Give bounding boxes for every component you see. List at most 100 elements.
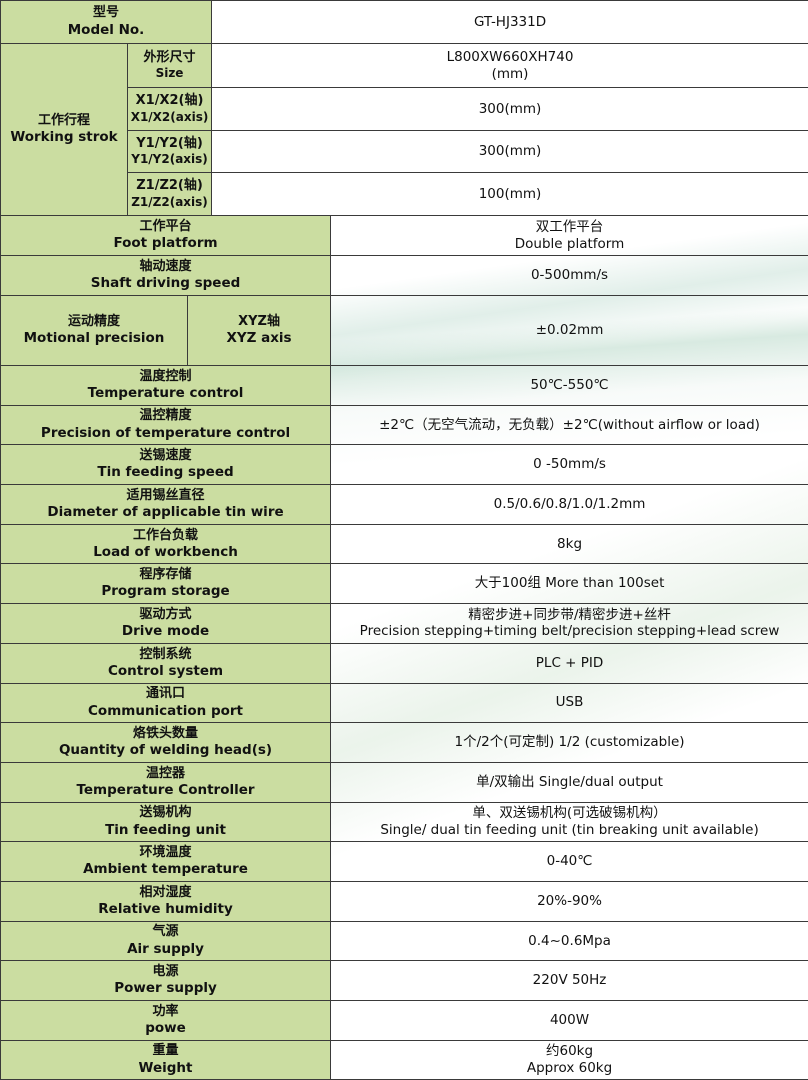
label-cell: 相对湿度 Relative humidity xyxy=(0,880,332,922)
table-row: 工作平台 Foot platform 双工作平台 Double platform xyxy=(0,215,808,256)
label-en: Power supply xyxy=(114,980,217,997)
table-row: 电源 Power supply 220V 50Hz xyxy=(0,960,808,1001)
label-sub: 外形尺寸 Size xyxy=(126,43,213,88)
label-en: X1/X2(axis) xyxy=(130,109,209,124)
label-sub: X1/X2(轴) X1/X2(axis) xyxy=(126,87,213,131)
label-en: Shaft driving speed xyxy=(90,275,241,292)
table-row: 相对湿度 Relative humidity 20%-90% xyxy=(0,880,808,922)
value-line: 1个/2个(可定制) 1/2 (customizable) xyxy=(454,734,685,751)
label-sub: Z1/Z2(轴) Z1/Z2(axis) xyxy=(126,172,213,216)
value-cell: 约60kg Approx 60kg xyxy=(330,1039,808,1080)
value-line: L800XW660XH740 xyxy=(446,48,574,65)
value-line: Single/ dual tin feeding unit (tin break… xyxy=(380,821,759,838)
value-line: 0.5/0.6/0.8/1.0/1.2mm xyxy=(493,495,646,512)
label-zh: 温度控制 xyxy=(139,368,192,384)
label-en: Program storage xyxy=(101,583,230,600)
label-en: Tin feeding speed xyxy=(97,464,234,481)
label-sub: Y1/Y2(轴) Y1/Y2(axis) xyxy=(126,130,213,173)
value-line: 单/双输出 Single/dual output xyxy=(476,773,663,790)
value-line: 50℃-550℃ xyxy=(530,376,609,393)
table-row: 温控精度 Precision of temperature control ±2℃（… xyxy=(0,404,808,446)
label-en: Ambient temperature xyxy=(83,861,248,878)
label-cell: 温控精度 Precision of temperature control xyxy=(0,404,332,446)
table-row: 工作台负载 Load of workbench 8kg xyxy=(0,523,808,565)
value-cell: ±0.02mm xyxy=(330,295,808,366)
value-model: GT-HJ331D xyxy=(211,0,808,44)
table-row: 重量 Weight 约60kg Approx 60kg xyxy=(0,1039,808,1080)
value-line: USB xyxy=(555,694,584,711)
label-motional-precision: 运动精度 Motional precision xyxy=(0,295,188,366)
table-row-working-stroke: 工作行程 Working strok 外形尺寸 Size L800XW660XH740(… xyxy=(0,43,808,216)
value-line: 单、双送锡机构(可选破锡机构） xyxy=(472,805,667,822)
value-line: 0-40℃ xyxy=(546,853,593,870)
value-line: Precision stepping+timing belt/precision… xyxy=(359,623,780,640)
table-row-model: 型号 Model No. GT-HJ331D xyxy=(0,0,808,44)
label-zh: 送锡机构 xyxy=(139,805,192,821)
label-zh: 型号 xyxy=(93,5,120,21)
label-working-stroke: 工作行程 Working strok xyxy=(0,43,128,216)
label-zh: 通讯口 xyxy=(146,686,186,702)
label-zh: 送锡速度 xyxy=(139,448,192,464)
label-model: 型号 Model No. xyxy=(0,0,213,44)
label-en: Load of workbench xyxy=(93,543,238,560)
table-row: 控制系统 Control system PLC + PID xyxy=(0,642,808,684)
table-row-motional-precision: 运动精度 Motional precision XYZ轴 XYZ axis ±0.02m… xyxy=(0,295,808,366)
label-en: Motional precision xyxy=(23,330,165,347)
label-zh: 控制系统 xyxy=(139,646,192,662)
label-zh: 运动精度 xyxy=(67,313,120,329)
value-cell: 0.4~0.6Mpa xyxy=(330,920,808,962)
label-zh: 轴动速度 xyxy=(139,258,192,274)
label-cell: 控制系统 Control system xyxy=(0,642,332,684)
label-en: Air supply xyxy=(127,940,204,957)
value-cell: 50℃-550℃ xyxy=(330,365,808,406)
label-zh: 烙铁头数量 xyxy=(133,725,199,741)
label-zh: X1/X2(轴) xyxy=(135,93,204,109)
value-cell: 8kg xyxy=(330,523,808,565)
label-zh: 环境温度 xyxy=(139,845,192,861)
label-cell: 烙铁头数量 Quantity of welding head(s) xyxy=(0,722,332,763)
label-en: XYZ axis xyxy=(226,330,292,347)
value-line: 8kg xyxy=(557,535,583,552)
table-row: 驱动方式 Drive mode 精密步进+同步带/精密步进+丝杆 Precision … xyxy=(0,603,808,644)
label-en: Communication port xyxy=(88,702,244,719)
value-line: 0.4~0.6Mpa xyxy=(528,932,611,949)
table-row: 通讯口 Communication port USB xyxy=(0,682,808,724)
label-zh: 工作台负载 xyxy=(133,527,199,543)
value-line: 约60kg xyxy=(545,1043,594,1060)
value-line: 220V 50Hz xyxy=(532,972,607,989)
label-en: Diameter of applicable tin wire xyxy=(47,504,284,521)
value-cell: 单/双输出 Single/dual output xyxy=(330,761,808,803)
table-row: 送锡速度 Tin feeding speed 0 -50mm/s xyxy=(0,444,808,486)
label-zh: 气源 xyxy=(152,924,179,940)
value-line: 大于100组 More than 100set xyxy=(474,575,665,592)
value-cell: 双工作平台 Double platform xyxy=(330,215,808,256)
value-line: 400W xyxy=(549,1011,590,1028)
value-cell: 大于100组 More than 100set xyxy=(330,563,808,605)
value-line: 双工作平台 xyxy=(535,218,604,235)
value-line: 300(mm) xyxy=(478,100,542,117)
label-zh: 工作行程 xyxy=(37,112,90,128)
label-en: Z1/Z2(axis) xyxy=(131,194,208,209)
value-line: 100(mm) xyxy=(478,185,542,202)
label-en: Control system xyxy=(107,662,224,679)
label-cell: 通讯口 Communication port xyxy=(0,682,332,724)
label-en: Y1/Y2(axis) xyxy=(131,152,208,167)
value-cell: ±2℃（无空气流动，无负载）±2℃(without airflow or loa… xyxy=(330,404,808,446)
table-row: 适用锡丝直径 Diameter of applicable tin wire 0.5… xyxy=(0,484,808,525)
label-en: Drive mode xyxy=(121,623,210,640)
value-line: 0-500mm/s xyxy=(530,267,609,284)
label-zh: 相对湿度 xyxy=(139,884,192,900)
label-zh: 适用锡丝直径 xyxy=(126,487,205,503)
label-cell: 功率 powe xyxy=(0,1000,332,1041)
label-zh: XYZ轴 xyxy=(238,313,280,329)
table-row-working-stroke: Y1/Y2(轴) Y1/Y2(axis) 300(mm) xyxy=(1,130,808,173)
value-cell: PLC + PID xyxy=(330,642,808,684)
value-cell: L800XW660XH740 (mm) xyxy=(211,43,808,88)
label-en: Model No. xyxy=(67,21,145,38)
value-line: ±2℃（无空气流动，无负载）±2℃(without airflow or loa… xyxy=(379,416,760,433)
table-row: 烙铁头数量 Quantity of welding head(s) 1个/2个(可定… xyxy=(0,722,808,763)
value-cell: 单、双送锡机构(可选破锡机构） Single/ dual tin feeding … xyxy=(330,801,808,843)
label-zh: 功率 xyxy=(152,1003,179,1019)
